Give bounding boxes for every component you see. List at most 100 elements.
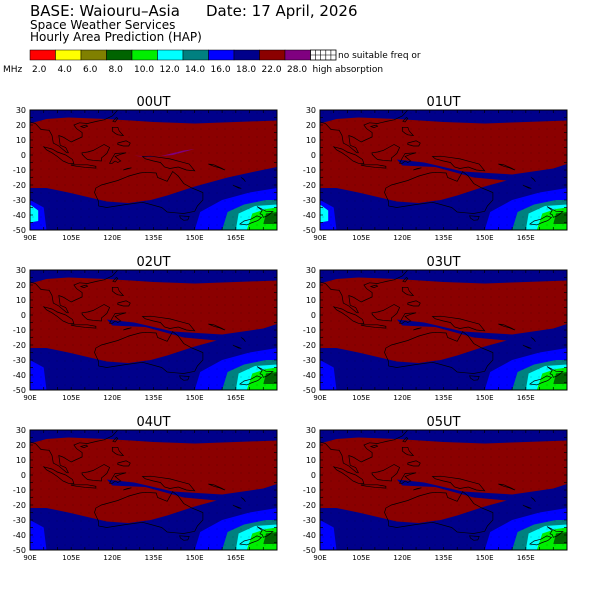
lat-tick-label: -10 (303, 486, 316, 495)
legend-unit: MHz (3, 65, 23, 75)
field-west-blue (30, 520, 47, 550)
coastline (238, 215, 263, 226)
coastline (141, 475, 196, 492)
field-equatorial-band (396, 159, 567, 181)
lon-tick-label: 90E (23, 554, 36, 562)
field-equatorial-band (106, 479, 277, 501)
lat-tick-label: -10 (13, 326, 26, 335)
coastline (401, 126, 415, 136)
lat-tick-label: -50 (303, 546, 316, 555)
coastline (141, 155, 196, 172)
field-west-cyan (30, 204, 39, 223)
legend-tick-label: 12.0 (160, 65, 180, 75)
coastline (179, 215, 190, 221)
coastline (528, 215, 553, 226)
field-darkgreen-region (553, 212, 567, 224)
coastline (208, 163, 226, 171)
coastline (81, 144, 111, 162)
coastline (369, 124, 379, 129)
lat-tick-label: 10 (306, 456, 316, 465)
coastline (81, 304, 111, 322)
lon-tick-label: 120E (393, 234, 411, 242)
coastline (81, 464, 111, 482)
coastline (42, 146, 75, 165)
coastline (431, 475, 486, 492)
panel-title: 05UT (427, 415, 461, 430)
date-label: Date: 17 April, 2026 (206, 2, 358, 20)
lat-tick-label: 0 (311, 151, 316, 160)
lon-tick-label: 135E (435, 234, 453, 242)
lon-tick-label: 165E (517, 234, 535, 242)
coastline (399, 312, 417, 324)
coastline (371, 144, 401, 162)
lon-tick-label: 135E (435, 394, 453, 402)
lon-tick-label: 90E (313, 554, 326, 562)
legend-tick-label: 6.0 (83, 65, 98, 75)
field-north-band (30, 430, 277, 444)
coastline (320, 270, 409, 314)
lon-tick-label: 165E (227, 234, 245, 242)
field-darkgreen-region (263, 212, 277, 224)
lat-tick-label: -50 (13, 546, 26, 555)
field-darkgreen-region (553, 372, 567, 384)
field-west-blue (320, 520, 337, 550)
lat-tick-label: 10 (306, 136, 316, 145)
lat-tick-label: -30 (13, 516, 26, 525)
coastline (30, 430, 119, 474)
coastline (332, 146, 365, 165)
coastline (407, 460, 421, 467)
lat-tick-label: -40 (303, 531, 316, 540)
lat-tick-label: 0 (21, 151, 26, 160)
coastline (112, 117, 119, 123)
field-west-blue (30, 200, 47, 230)
panel-title: 03UT (427, 255, 461, 270)
coastline (360, 484, 387, 489)
lat-tick-label: 20 (306, 281, 316, 290)
coastline (528, 535, 553, 546)
legend-swatch (259, 49, 286, 61)
legend-tick-label: 10.0 (134, 65, 154, 75)
field-north-band (30, 110, 277, 124)
coastline (30, 110, 119, 154)
field-equatorial-band (396, 319, 567, 341)
lat-tick-label: 20 (16, 441, 26, 450)
field-west-blue (320, 360, 337, 390)
lon-tick-label: 105E (352, 394, 370, 402)
legend-tick-label: 14.0 (185, 65, 205, 75)
lat-tick-label: -10 (303, 166, 316, 175)
coastline (256, 526, 274, 538)
lat-tick-label: 10 (16, 456, 26, 465)
coastline (522, 184, 532, 189)
legend-swatch (208, 49, 235, 61)
coastline (70, 484, 97, 489)
lon-tick-label: 120E (103, 234, 121, 242)
lat-tick-label: 0 (21, 471, 26, 480)
lat-tick-label: -50 (303, 386, 316, 395)
coastline (94, 330, 204, 374)
lat-tick-label: 10 (306, 296, 316, 305)
coastline (360, 324, 387, 329)
coastline (402, 437, 409, 443)
coastline (117, 460, 131, 467)
legend-nodata-label: no suitable freq or (338, 51, 421, 61)
coastline (179, 535, 190, 541)
lat-tick-label: -20 (303, 181, 316, 190)
coastline (232, 344, 242, 349)
coastline (79, 444, 89, 449)
coastline (111, 286, 125, 296)
coastline (469, 215, 480, 221)
coastline (109, 152, 127, 164)
field-darkgreen-region (553, 532, 567, 544)
lat-tick-label: -30 (13, 196, 26, 205)
field-darkgreen-region (263, 372, 277, 384)
lon-tick-label: 150E (186, 394, 204, 402)
coastline (413, 487, 422, 491)
lat-tick-label: -20 (13, 341, 26, 350)
coastline (238, 535, 263, 546)
coastline (399, 152, 417, 164)
panel-title: 01UT (427, 95, 461, 110)
coastline (431, 315, 486, 332)
